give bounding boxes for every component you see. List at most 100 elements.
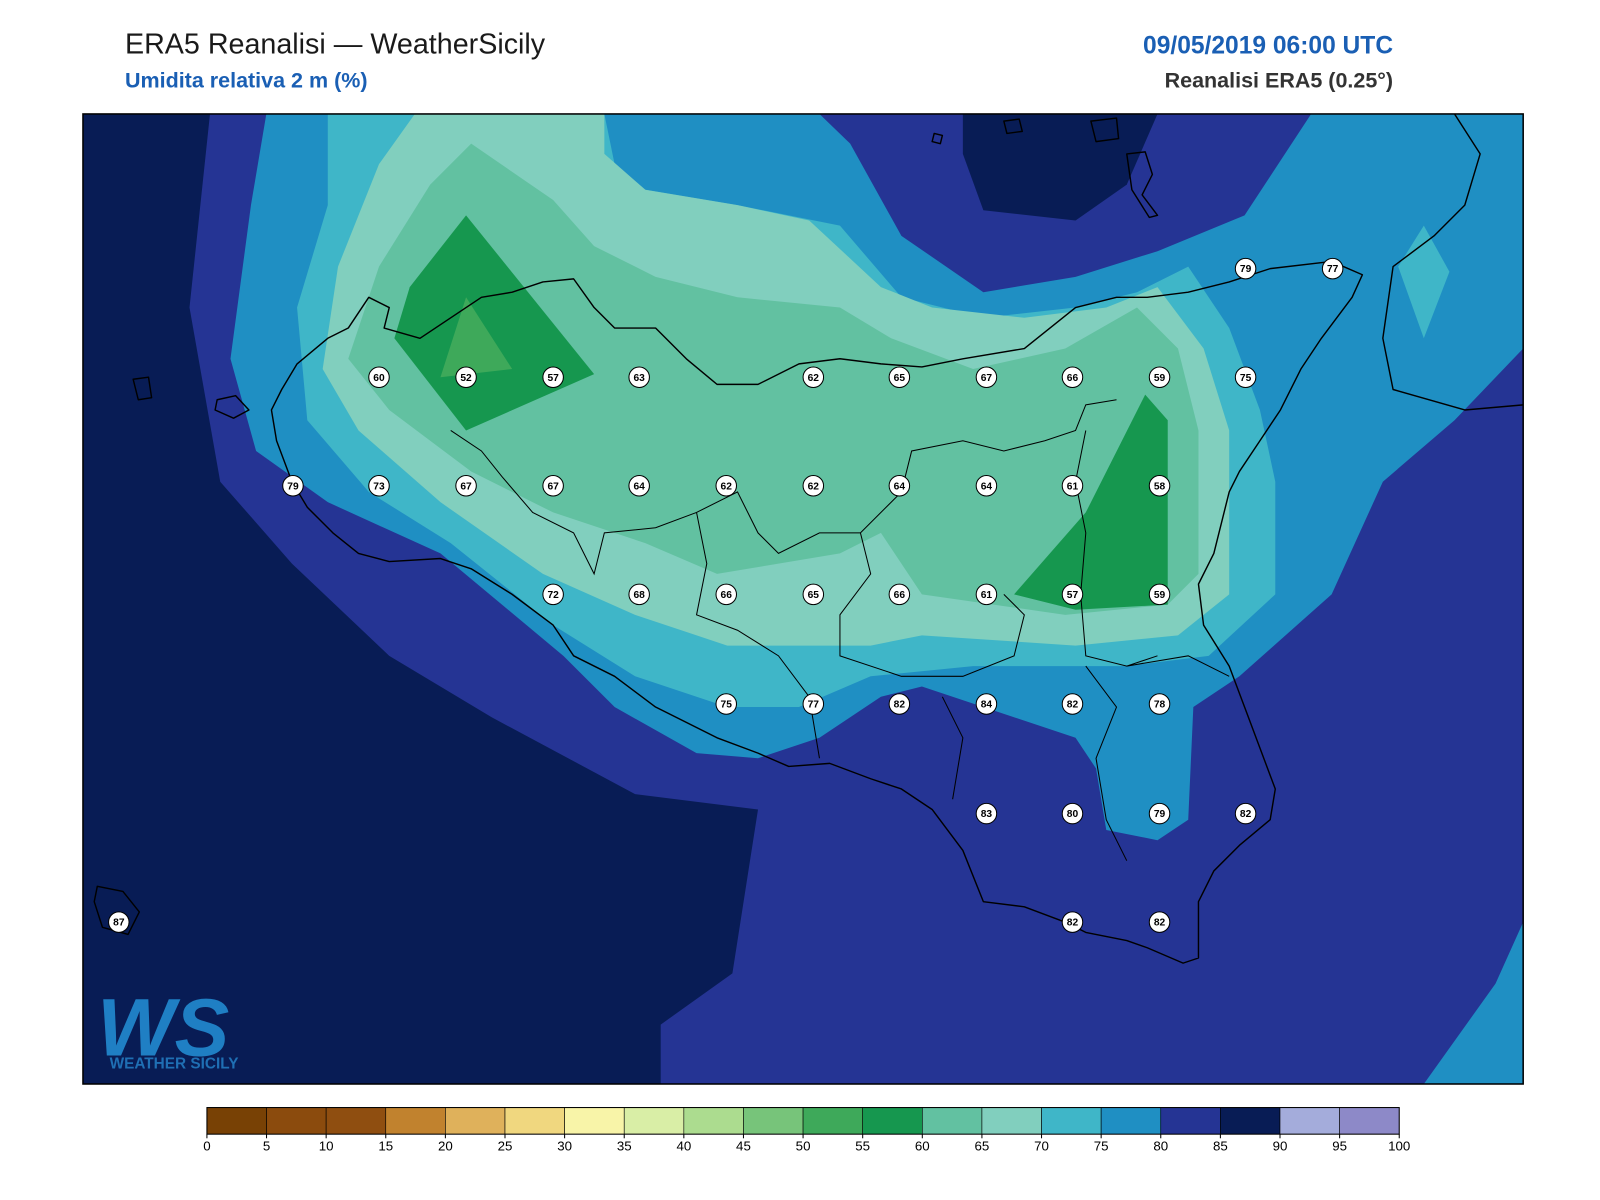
field-band bbox=[348, 143, 1199, 615]
station-value: 82 bbox=[1154, 918, 1166, 929]
station-value: 64 bbox=[894, 481, 906, 492]
colorbar-swatch bbox=[623, 1107, 685, 1135]
colorbar-tick-label: 90 bbox=[1273, 1139, 1288, 1154]
station-marker bbox=[715, 693, 738, 715]
colorbar-tick-label: 75 bbox=[1094, 1139, 1109, 1154]
station-marker bbox=[628, 583, 650, 606]
station-marker bbox=[975, 802, 998, 825]
logo-name: WEATHER SICILY bbox=[110, 1056, 239, 1073]
station-marker bbox=[715, 583, 738, 606]
colorbar-tick-label: 10 bbox=[319, 1139, 334, 1154]
station-marker bbox=[628, 475, 650, 497]
map bbox=[82, 113, 1524, 1084]
station-marker bbox=[1061, 693, 1084, 715]
station-marker bbox=[628, 366, 650, 388]
station-value: 59 bbox=[1154, 373, 1166, 384]
station-marker bbox=[282, 475, 304, 497]
colorbar-tick-label: 25 bbox=[498, 1139, 513, 1154]
station-value: 57 bbox=[547, 373, 559, 384]
station-marker bbox=[542, 475, 564, 497]
station-value: 61 bbox=[981, 590, 993, 601]
colorbar-tick-label: 85 bbox=[1213, 1139, 1228, 1154]
station-value: 77 bbox=[1327, 264, 1339, 275]
station-marker bbox=[1061, 583, 1084, 606]
station-marker bbox=[542, 583, 564, 606]
colorbar-swatch bbox=[862, 1107, 923, 1135]
colorbar-swatch bbox=[1160, 1107, 1221, 1135]
station-value: 82 bbox=[894, 700, 906, 711]
station-value: 83 bbox=[981, 809, 993, 820]
station-value: 61 bbox=[1067, 481, 1079, 492]
station-marker bbox=[455, 475, 477, 497]
station-value: 62 bbox=[721, 481, 733, 492]
colorbar-tick-label: 35 bbox=[617, 1139, 632, 1154]
station-value: 77 bbox=[808, 700, 820, 711]
coastline bbox=[1382, 113, 1524, 411]
colorbar-swatch bbox=[802, 1107, 863, 1135]
station-marker bbox=[802, 366, 825, 388]
station-value: 79 bbox=[1154, 809, 1166, 820]
station-value: 68 bbox=[633, 590, 645, 601]
colorbar-tick-label: 100 bbox=[1388, 1139, 1410, 1154]
colorbar-swatch bbox=[1339, 1107, 1400, 1135]
colorbar: 0 5 10 15 20 25 30 35 40 45 50 55 60 65 70 75 80 85 90 95 10… bbox=[203, 1107, 1410, 1154]
station-marker bbox=[1148, 366, 1171, 388]
colorbar-tick-label: 0 bbox=[203, 1139, 210, 1154]
colorbar-swatch bbox=[743, 1107, 804, 1135]
station-marker bbox=[888, 693, 911, 715]
station-value: 67 bbox=[547, 481, 559, 492]
station-marker bbox=[802, 475, 825, 497]
colorbar-tick-label: 5 bbox=[263, 1139, 270, 1154]
station-value: 66 bbox=[1067, 373, 1079, 384]
station-marker bbox=[542, 366, 564, 388]
station-value: 78 bbox=[1154, 700, 1166, 711]
station-value: 62 bbox=[808, 481, 820, 492]
island bbox=[93, 117, 1159, 936]
station-value: 67 bbox=[981, 373, 993, 384]
station-marker bbox=[975, 366, 998, 388]
station-value: 64 bbox=[633, 481, 645, 492]
station-value: 63 bbox=[633, 373, 645, 384]
colorbar-swatch bbox=[1220, 1107, 1281, 1135]
colorbar-swatch bbox=[564, 1107, 625, 1135]
station-value: 80 bbox=[1067, 809, 1079, 820]
station-value: 73 bbox=[373, 481, 385, 492]
colorbar-swatch bbox=[206, 1107, 267, 1135]
station-marker bbox=[888, 583, 911, 606]
station-value: 75 bbox=[1240, 373, 1252, 384]
colorbar-tick-label: 20 bbox=[438, 1139, 453, 1154]
station-marker bbox=[975, 475, 998, 497]
station-value: 64 bbox=[981, 481, 993, 492]
stations: 60 52 57 63 62 65 67 66 59 75 79 77 79 73 67 67 64 62 62 64… bbox=[108, 257, 1344, 933]
station-marker bbox=[368, 366, 390, 388]
station-value: 57 bbox=[1067, 590, 1079, 601]
colorbar-tick-label: 95 bbox=[1332, 1139, 1347, 1154]
colorbar-tick-label: 45 bbox=[736, 1139, 751, 1154]
station-value: 84 bbox=[981, 700, 993, 711]
station-marker bbox=[975, 693, 998, 715]
colorbar-swatch bbox=[325, 1107, 387, 1135]
station-value: 59 bbox=[1154, 590, 1166, 601]
station-marker bbox=[1148, 693, 1171, 715]
station-value: 58 bbox=[1154, 481, 1166, 492]
colorbar-tick-label: 50 bbox=[796, 1139, 811, 1154]
colorbar-swatch bbox=[921, 1107, 983, 1135]
colorbar-swatch bbox=[1279, 1107, 1340, 1135]
station-marker bbox=[1234, 802, 1257, 825]
colorbar-tick-label: 30 bbox=[557, 1139, 572, 1154]
station-value: 75 bbox=[721, 700, 733, 711]
station-value: 52 bbox=[460, 373, 472, 384]
colorbar-swatch bbox=[504, 1107, 565, 1135]
station-value: 82 bbox=[1067, 918, 1079, 929]
station-marker bbox=[1148, 583, 1171, 606]
source: Reanalisi ERA5 (0.25°) bbox=[1165, 68, 1393, 92]
colorbar-tick-label: 80 bbox=[1153, 1139, 1168, 1154]
colorbar-tick-label: 15 bbox=[378, 1139, 393, 1154]
station-marker bbox=[888, 475, 911, 497]
station-value: 65 bbox=[894, 373, 906, 384]
station-value: 67 bbox=[460, 481, 472, 492]
colorbar-swatch bbox=[1041, 1107, 1102, 1135]
field-band bbox=[1014, 394, 1168, 610]
colorbar-tick-label: 55 bbox=[855, 1139, 870, 1154]
